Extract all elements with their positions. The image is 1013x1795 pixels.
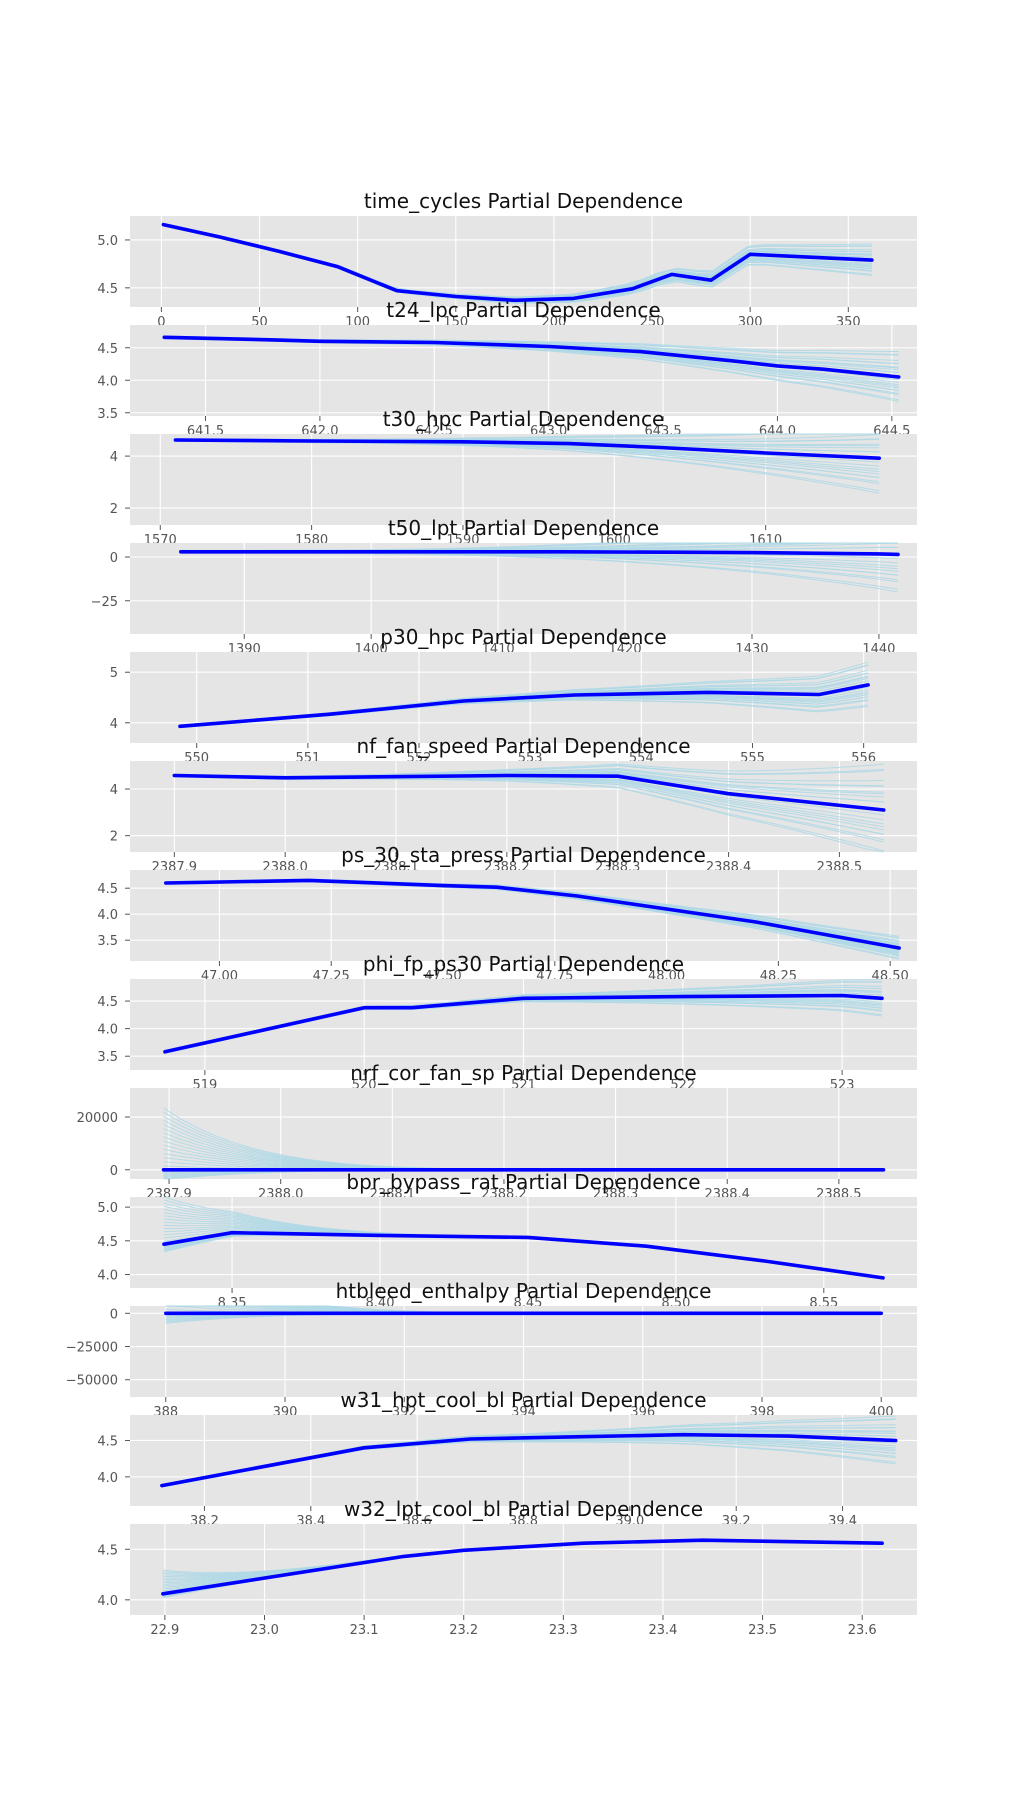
y-tick-label: 3.5: [97, 407, 118, 422]
pd-line: [160, 1432, 898, 1488]
x-tick-label: 23.5: [748, 1623, 777, 1638]
pd-line: [172, 773, 886, 812]
y-tick-label: 4.5: [97, 1543, 118, 1558]
y-tick-label: 4.0: [97, 374, 118, 389]
y-tick-label: 4.0: [97, 908, 118, 923]
subplot-title: t30_hpc Partial Dependence: [383, 407, 665, 431]
pd-line: [164, 878, 901, 950]
subplot-title: t24_lpc Partial Dependence: [386, 298, 660, 322]
y-tick-label: 4.5: [97, 1434, 118, 1449]
subplot-title: t50_lpt Partial Dependence: [388, 516, 659, 540]
subplot-title: ps_30_sta_press Partial Dependence: [341, 843, 706, 867]
pd-line: [179, 549, 900, 557]
y-tick-label: 3.5: [97, 934, 118, 949]
subplot-title: phi_fp_ps30 Partial Dependence: [363, 952, 684, 976]
pd-line: [162, 335, 901, 379]
subplot-w31_hpt_cool_bl: 4.04.538.2 38.4 38.6 38.8 39.0 39.2 39.4: [97, 1415, 917, 1529]
y-tick-label: 2: [110, 830, 118, 845]
y-tick-label: 4: [110, 783, 118, 798]
plot-panel: [130, 870, 917, 961]
y-tick-label: 5.0: [97, 1201, 118, 1216]
x-tick-label: 23.2: [449, 1623, 478, 1638]
y-tick-label: 4.5: [97, 995, 118, 1010]
y-tick-label: 4: [110, 717, 118, 732]
pd-line: [178, 683, 870, 729]
subplot-w32_lpt_cool_bl: 4.0 4.5 22.9 23.0 23.1 23.2 23.3 23.4 23.5 23.6: [97, 1524, 917, 1638]
y-tick-label: 0: [110, 551, 118, 566]
y-tick-label: −50000: [66, 1374, 118, 1389]
x-tick-label: 23.0: [250, 1623, 279, 1638]
y-tick-label: 2: [110, 502, 118, 517]
plot-panel: [130, 216, 917, 307]
x-tick-label: 23.1: [350, 1623, 379, 1638]
x-tick-label: 23.3: [549, 1623, 578, 1638]
subplot-title: time_cycles Partial Dependence: [364, 189, 683, 213]
x-tick-label: 23.4: [648, 1623, 677, 1638]
plot-panel: [130, 1524, 917, 1615]
subplot-title: w32_lpt_cool_bl Partial Dependence: [344, 1497, 703, 1521]
subplot-bpr_bypass_rat: 4.04.55.08.35 8.40 8.45 8.50 8.55: [97, 1196, 917, 1311]
y-tick-label: −25: [91, 595, 118, 610]
pd-line: [162, 1230, 885, 1280]
subplot-title: nrf_cor_fan_sp Partial Dependence: [350, 1061, 696, 1085]
pd-line: [163, 993, 884, 1054]
y-tick-label: 4.5: [97, 342, 118, 357]
y-tick-label: −25000: [66, 1341, 118, 1356]
y-tick-label: 4.0: [97, 1594, 118, 1609]
x-tick-label: 0: [157, 315, 165, 330]
pd-line: [161, 222, 874, 303]
y-tick-label: 4.0: [97, 1269, 118, 1284]
subplot-ps_30_sta_press: 3.54.04.547.00 47.25 47.50 47.75 48.00 48.25 4…: [97, 870, 917, 984]
y-tick-label: 4.0: [97, 1023, 118, 1038]
pd-line: [173, 438, 882, 461]
subplot-title: bpr_bypass_rat Partial Dependence: [346, 1170, 700, 1194]
pd-line: [161, 1538, 884, 1596]
y-tick-label: 4: [110, 450, 118, 465]
y-tick-label: 4.0: [97, 1471, 118, 1486]
subplot-time_cycles: 4.55.00 50 100 150 200 250 300 350: [97, 216, 917, 330]
x-tick-label: 23.6: [848, 1623, 877, 1638]
y-tick-label: 0: [110, 1307, 118, 1322]
y-tick-label: 4.5: [97, 282, 118, 297]
subplot-title: p30_hpc Partial Dependence: [380, 625, 666, 649]
y-tick-label: 3.5: [97, 1050, 118, 1065]
subplot-title: nf_fan_speed Partial Dependence: [356, 734, 690, 758]
subplot-title: w31_hpt_cool_bl Partial Dependence: [340, 1388, 706, 1412]
subplot-title: htbleed_enthalpy Partial Dependence: [336, 1279, 712, 1303]
y-tick-label: 20000: [77, 1111, 118, 1126]
x-tick-label: 22.9: [150, 1623, 179, 1638]
y-tick-label: 4.5: [97, 882, 118, 897]
y-tick-label: 5.0: [97, 234, 118, 249]
y-tick-label: 5: [110, 666, 118, 681]
y-tick-label: 4.5: [97, 1235, 118, 1250]
y-tick-label: 0: [110, 1164, 118, 1179]
plot-panel: [130, 1197, 917, 1288]
